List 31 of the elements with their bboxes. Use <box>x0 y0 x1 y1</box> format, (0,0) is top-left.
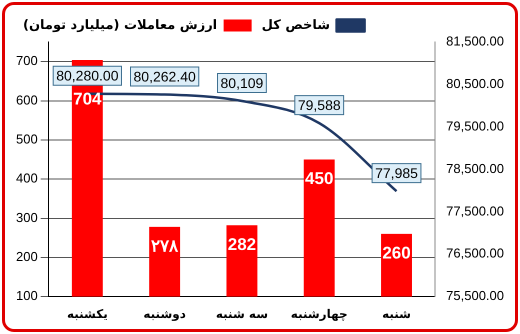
data-label: 260 <box>382 244 411 263</box>
y-tick-label: 200 <box>16 249 38 264</box>
data-label: ۲۷۸ <box>151 236 180 256</box>
x-tick-label: دوشنبه <box>143 306 186 321</box>
x-tick-label: سه شنبه <box>216 306 268 321</box>
y-tick-label: 400 <box>16 170 38 186</box>
y2-tick-label: 75,500.00 <box>446 288 504 304</box>
y2-tick-label: 76,500.00 <box>446 246 504 261</box>
y-tick-label: 100 <box>16 288 38 304</box>
data-label: 704 <box>73 90 102 109</box>
y-tick-label: 500 <box>16 132 38 146</box>
data-label: 77,985 <box>375 165 418 182</box>
y-tick-label: 600 <box>16 92 38 108</box>
legend-label: ارزش معاملات (میلیارد تومان) <box>22 18 218 33</box>
data-label: 80,109 <box>220 74 264 91</box>
y2-tick-label: 78,500.00 <box>446 160 504 176</box>
x-tick-label: یکشنبه <box>66 306 108 321</box>
y2-tick-label: 81,500.00 <box>446 34 504 49</box>
y2-tick-label: 77,500.00 <box>446 203 504 218</box>
y2-tick-label: 80,500.00 <box>446 76 504 92</box>
data-label: 80,262.40 <box>133 68 196 84</box>
y-tick-label: 700 <box>16 53 38 68</box>
data-label: 80,280.00 <box>56 68 119 84</box>
y2-tick-label: 79,500.00 <box>446 118 504 134</box>
data-label: 79,588 <box>298 96 341 113</box>
y-tick-label: 300 <box>16 210 38 225</box>
data-label: 282 <box>228 235 256 254</box>
x-tick-label: شنبه <box>382 306 411 321</box>
legend-label: شاخص کل <box>262 18 330 33</box>
data-label: 450 <box>305 169 334 188</box>
x-tick-label: چهارشنبه <box>290 306 348 321</box>
